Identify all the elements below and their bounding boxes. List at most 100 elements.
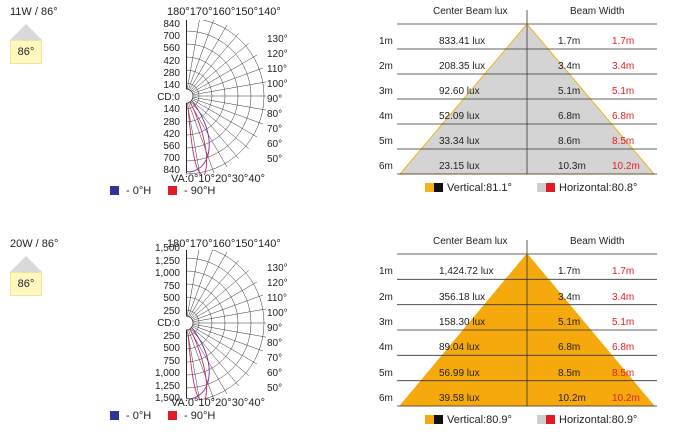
radial-line [186, 294, 264, 324]
y-tick-label: 280 [163, 67, 180, 79]
legend-90h-label: - 90°H [181, 410, 216, 422]
beam-cone [397, 10, 657, 175]
legend-90h-label: - 90°H [181, 185, 216, 197]
y-tick-label: 750 [163, 280, 180, 292]
radial-line [186, 67, 264, 97]
panel-title: 20W / 86° [10, 238, 59, 250]
angle-tick-label: 110° [267, 64, 287, 75]
header-beam-width: Beam Width [570, 6, 625, 17]
row-lux: 23.15 lux [439, 161, 480, 172]
radial-line [186, 251, 228, 324]
row-lux: 1,424.72 lux [439, 266, 494, 278]
row-distance: 4m [379, 342, 393, 354]
curve-0h [186, 95, 210, 173]
y-tick-label: CD:0 [157, 92, 180, 104]
angle-tick-label: 60° [267, 139, 283, 150]
y-tick-label: 140 [163, 104, 180, 116]
radial-line [186, 322, 266, 338]
polar-top-angles: 180°170°160°150°140° [167, 238, 281, 250]
grid-arc [186, 82, 200, 110]
y-tick-label: 1,500 [154, 393, 180, 404]
row-lux: 52.09 lux [439, 111, 480, 122]
badge-angle: 86° [10, 272, 42, 296]
row-width-horizontal: 5.1m [612, 317, 635, 328]
swatch-b [434, 415, 443, 424]
legend-0h-swatch [110, 186, 119, 195]
row-width-horizontal: 5.1m [612, 86, 635, 97]
y-tick-label: 560 [163, 141, 180, 152]
row-width-horizontal: 1.7m [612, 36, 635, 47]
row-width-vertical: 5.1m [558, 86, 581, 97]
cone-icon [10, 24, 42, 40]
row-width-vertical: 1.7m [558, 36, 581, 47]
panel-title: 11W / 86° [10, 6, 58, 18]
row-width-vertical: 3.4m [558, 291, 581, 303]
curve-90h [186, 322, 208, 400]
polar-bottom-angles: VA:0°10°20°30°40° [171, 397, 265, 409]
beam-angle-badge: 86° [10, 24, 42, 64]
grid-arc [186, 43, 239, 149]
row-distance: 5m [379, 136, 393, 147]
radial-line [186, 95, 266, 111]
swatch-b [546, 415, 555, 424]
radial-line [186, 95, 258, 138]
radial-line [186, 270, 249, 324]
grid-arc [186, 56, 226, 136]
legend-90h-swatch [168, 186, 177, 195]
angle-tick-label: 70° [267, 124, 283, 135]
radial-line [186, 20, 214, 97]
radial-line [186, 250, 213, 324]
y-tick-label: 420 [163, 55, 180, 67]
row-width-horizontal: 3.4m [612, 61, 635, 72]
beam-cone [397, 240, 657, 407]
polar-grid [186, 250, 266, 400]
angle-tick-label: 80° [267, 109, 283, 120]
curve-90h [186, 95, 208, 175]
row-distance: 2m [379, 291, 393, 303]
row-distance: 3m [379, 86, 393, 97]
beam-table: Center Beam lux Beam Width 1m 1,424.72 lux 1… [375, 236, 675, 428]
y-tick-label: 700 [163, 31, 180, 43]
y-tick-label: 1,000 [154, 368, 180, 379]
row-lux: 89.04 lux [439, 342, 480, 354]
radial-line [186, 54, 258, 97]
row-lux: 92.60 lux [439, 86, 480, 97]
row-width-vertical: 8.5m [558, 367, 581, 379]
legend-90h-swatch [168, 411, 177, 420]
legend-text: Vertical:80.9° [447, 414, 512, 426]
row-width-vertical: 5.1m [558, 317, 581, 328]
radial-line [186, 95, 215, 174]
y-tick-label: 140 [163, 80, 180, 91]
legend-0h-label: - 0°H [123, 185, 152, 197]
legend-0h-label: - 0°H [123, 410, 152, 422]
angle-tick-label: 100° [267, 79, 288, 90]
row-width-vertical: 1.7m [558, 266, 581, 278]
radial-line [186, 322, 258, 365]
row-lux: 33.34 lux [439, 136, 480, 147]
row-width-horizontal: 6.8m [612, 342, 635, 354]
legend-0h: - 0°H [110, 185, 151, 197]
radial-line [186, 33, 239, 97]
y-tick-label: 560 [163, 43, 180, 55]
row-lux: 39.58 lux [439, 393, 480, 404]
grid-arc [196, 250, 265, 400]
y-tick-label: 1,000 [154, 268, 180, 279]
radial-line [186, 322, 264, 352]
y-tick-label: 750 [163, 355, 180, 367]
badge-angle: 86° [10, 40, 42, 64]
angle-tick-label: 90° [267, 323, 283, 334]
legend-horizontal: Horizontal:80.8° [537, 182, 637, 194]
row-width-vertical: 10.2m [558, 393, 586, 404]
radial-line [186, 24, 228, 97]
swatch-a [425, 415, 434, 424]
radial-line [186, 250, 200, 324]
y-tick-label: 1,250 [154, 380, 180, 392]
angle-tick-label: 120° [267, 278, 288, 289]
swatch-a [425, 183, 434, 192]
y-tick-label: 500 [163, 343, 180, 354]
row-width-horizontal: 8.5m [612, 367, 635, 379]
center-circle [186, 88, 194, 104]
radial-line [186, 322, 249, 376]
polar-diagram [186, 250, 266, 400]
radial-line [186, 322, 239, 386]
